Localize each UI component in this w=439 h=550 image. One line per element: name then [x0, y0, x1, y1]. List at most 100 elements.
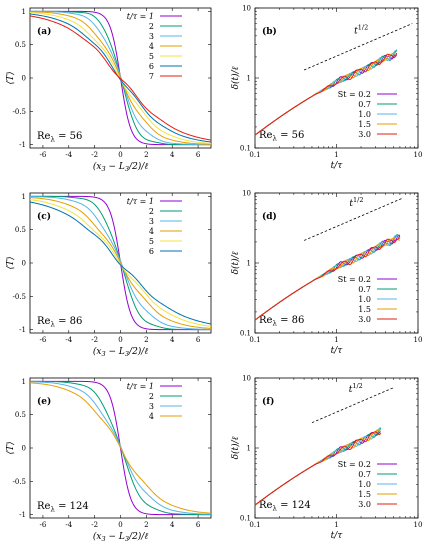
re-label: Reλ = 124	[259, 500, 311, 513]
y-tick-label: 1	[22, 378, 26, 386]
x-tick-label: 0	[118, 521, 122, 529]
y-axis-label: ⟨T⟩	[6, 441, 16, 454]
x-tick-label: -2	[91, 336, 98, 344]
y-axis-label: ⟨T⟩	[6, 71, 16, 84]
re-label: Reλ = 56	[259, 130, 304, 143]
y-tick-label: -1	[19, 326, 26, 334]
y-tick-label: 0.1	[240, 145, 251, 153]
y-tick-label: 0.5	[15, 41, 26, 49]
slope-label: t1/2	[349, 382, 363, 395]
x-tick-label: -2	[91, 151, 98, 159]
legend-entry: 0.7	[358, 285, 371, 294]
x-axis-label: (x3 − L3/2)/ℓ	[93, 161, 148, 173]
x-tick-label: 10	[414, 336, 423, 344]
x-tick-label: 6	[196, 151, 201, 159]
x-tick-label: 4	[170, 336, 175, 344]
series-line-3.0	[254, 53, 398, 136]
x-tick-label: 10	[414, 521, 423, 529]
y-axis-label: δ(t)/ℓ	[230, 66, 241, 89]
legend-entry: 3	[149, 32, 154, 41]
re-label: Reλ = 124	[37, 501, 89, 514]
legend-entry: 4	[149, 227, 154, 236]
x-tick-label: -6	[40, 151, 47, 159]
legend-entry: 1.5	[358, 490, 371, 499]
y-tick-label: -0.5	[13, 478, 27, 486]
legend-entry: St = 0.2	[338, 90, 371, 99]
y-tick-label: 0.1	[240, 330, 251, 338]
plot-frame	[254, 7, 419, 149]
legend-entry: 3.0	[358, 500, 371, 509]
y-tick-label: 10	[242, 190, 251, 198]
x-tick-label: 2	[144, 336, 148, 344]
x-tick-label: 4	[170, 521, 175, 529]
plot-frame	[254, 192, 419, 334]
y-tick-label: -0.5	[13, 293, 27, 301]
series-line-3.0	[254, 431, 382, 506]
legend-entry: 1.5	[358, 305, 371, 314]
panel-label: (f)	[262, 396, 274, 407]
series-line-3.0	[254, 235, 401, 321]
slope-label: t1/2	[354, 23, 368, 36]
y-axis-label: δ(t)/ℓ	[230, 251, 241, 274]
x-tick-label: -4	[65, 521, 72, 529]
panel-left-2: -6 -4 -2 0 2 4 6 -1 -0.5 0 0.5 1 (x3 − L3/2)/ℓ ⟨T⟩ (e)…	[6, 377, 212, 543]
y-tick-label: 0	[22, 445, 26, 453]
legend-entry: 2	[149, 392, 154, 401]
series-line-3	[29, 381, 212, 515]
series-line-4	[29, 197, 212, 329]
x-tick-label: -6	[40, 521, 47, 529]
panel-right-2: 0.1 1 10 0.1 1 10 t/τ δ(t)/ℓ (f) Reλ = 124 t1/2 St …	[230, 375, 422, 542]
x-tick-label: 6	[196, 336, 201, 344]
x-axis-label: t/τ	[331, 346, 344, 356]
x-tick-label: 0	[118, 151, 122, 159]
panel-label: (b)	[262, 26, 277, 37]
x-tick-label: 0	[118, 336, 122, 344]
series-line-4	[29, 382, 212, 514]
reference-slope-line	[303, 23, 413, 71]
legend-entry: 6	[149, 247, 154, 256]
y-axis-label: δ(t)/ℓ	[230, 436, 241, 459]
legend-entry: 5	[149, 52, 154, 61]
series-line-6	[29, 13, 212, 143]
x-axis-label: t/τ	[331, 531, 344, 541]
legend-entry: 1.0	[358, 295, 371, 304]
legend-entry: 6	[149, 62, 154, 71]
panel-label: (e)	[37, 396, 51, 407]
x-axis-label: t/τ	[331, 161, 344, 171]
x-tick-label: 0.1	[249, 521, 260, 529]
y-tick-label: 1	[247, 445, 251, 453]
series-line-3	[29, 10, 212, 146]
legend-entry: 3.0	[358, 315, 371, 324]
legend-entry: 0.7	[358, 100, 371, 109]
y-tick-label: 0.5	[15, 411, 26, 419]
legend-entry: 1.5	[358, 120, 371, 129]
legend-entry: 3	[149, 217, 154, 226]
x-tick-label: -4	[65, 336, 72, 344]
panel-label: (a)	[37, 26, 51, 37]
x-tick-label: 6	[196, 521, 201, 529]
y-tick-label: -0.5	[13, 108, 27, 116]
x-tick-label: 0.1	[249, 151, 260, 159]
series-line-7	[29, 15, 212, 141]
legend-entry: 1.0	[358, 480, 371, 489]
legend-entry: 0.7	[358, 470, 371, 479]
legend-entry: 7	[149, 72, 154, 81]
y-tick-label: -1	[19, 141, 26, 149]
legend-entry: St = 0.2	[338, 275, 371, 284]
legend-entry: St = 0.2	[338, 460, 371, 469]
series-line-1.0	[254, 50, 398, 136]
series-line-4	[29, 11, 212, 145]
legend-entry: 4	[149, 412, 154, 421]
x-axis-label: (x3 − L3/2)/ℓ	[93, 531, 148, 543]
legend-entry: t/τ = 1	[127, 197, 154, 206]
x-tick-label: 2	[144, 151, 148, 159]
slope-label: t1/2	[349, 196, 363, 209]
legend-entry: 2	[149, 22, 154, 31]
series-line-3	[29, 196, 212, 330]
y-tick-label: 0	[22, 260, 26, 268]
re-label: Reλ = 56	[37, 131, 82, 144]
y-tick-label: 1	[22, 193, 26, 201]
legend-entry: t/τ = 1	[127, 12, 154, 21]
series-line-0.7	[254, 234, 400, 321]
